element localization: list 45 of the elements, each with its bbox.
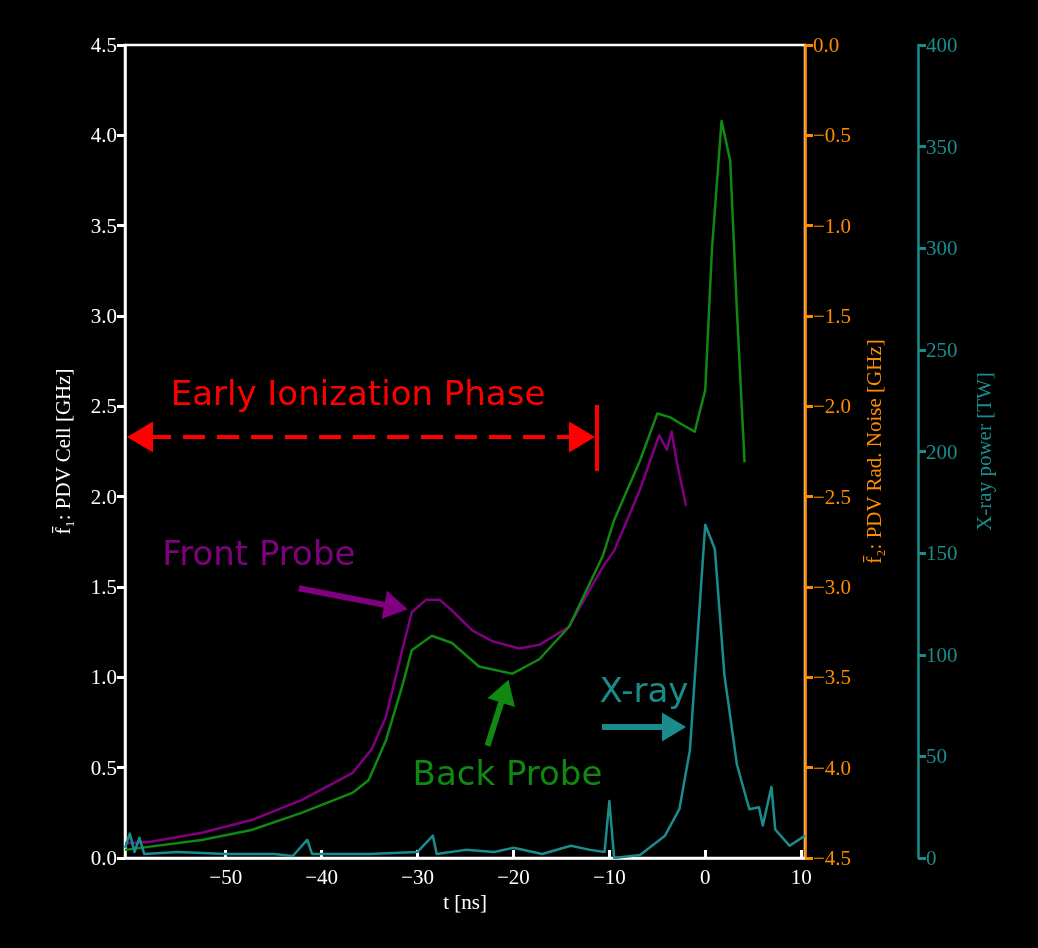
y2-tick-label: −2.5 [813,484,852,509]
y-tick-label: 0.0 [90,846,117,870]
y3-tick-label: 100 [926,642,958,667]
y3-tick-label: 150 [926,541,958,566]
y3-tick-label: 350 [926,134,958,159]
annotation: Back Probe [412,752,603,793]
y2-tick-label: 0.0 [813,33,840,57]
y-axis-title: f̄₁: PDV Cell [GHz] [50,368,75,535]
y-tick-label: 1.0 [90,665,117,690]
y2-axis-title: f̄₂: PDV Rad. Noise [GHz] [861,339,886,564]
x-tick-label: −40 [305,864,339,889]
x-tick-label: 10 [790,864,812,889]
line-series [123,119,746,852]
y3-tick-label: 300 [926,236,958,261]
x-tick-label: −10 [592,864,626,889]
y3-tick-label: 50 [926,744,947,769]
y-tick-label: 3.0 [90,304,117,328]
y-tick-label: 4.5 [90,33,117,57]
y2-tick-label: −3.5 [813,665,852,690]
y3-axis-title: X-ray power [TW] [971,372,996,531]
y3-tick-label: 400 [926,33,958,57]
y2-tick-label: −1.5 [813,304,852,328]
y-tick-label: 3.5 [90,213,117,238]
y2-tick-label: −0.5 [813,123,852,148]
y3-tick-label: 0 [926,846,937,870]
y2-tick-label: −4.5 [813,846,852,870]
annotation: Front Probe [162,533,356,574]
y-tick-label: 2.0 [90,484,117,509]
annotation: Early Ionization Phase [170,373,546,413]
y2-tick-label: −4.0 [813,755,852,780]
y3-tick-label: 200 [926,439,958,464]
y-tick-label: 0.5 [90,755,117,780]
y2-tick-label: −3.0 [813,575,852,599]
y-tick-label: 1.5 [90,575,117,599]
x-tick-label: 0 [700,864,711,889]
y-tick-label: 4.0 [90,123,117,148]
y2-tick-label: −2.0 [813,394,852,419]
y2-tick-label: −1.0 [813,213,852,238]
x-tick-label: −20 [497,864,530,889]
y-tick-label: 2.5 [90,394,117,419]
x-tick-label: −30 [401,864,434,889]
annotation: X-ray [599,670,689,710]
x-tick-label: −50 [209,864,243,889]
y3-tick-label: 250 [926,337,958,362]
x-axis-title: t [ns] [443,890,487,915]
